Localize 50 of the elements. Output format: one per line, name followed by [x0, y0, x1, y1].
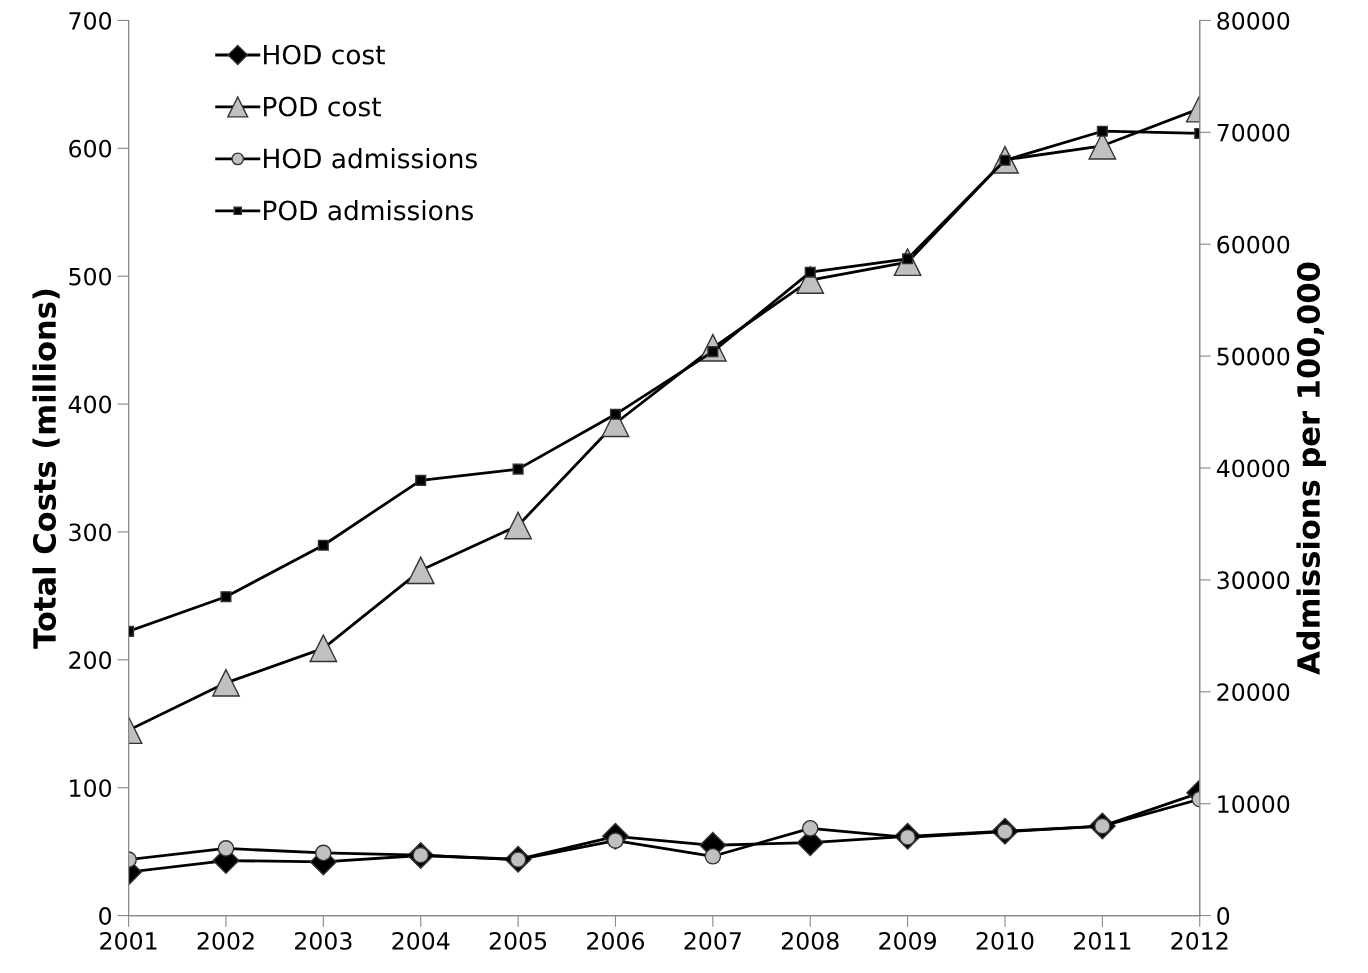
x-tick-label: 2001: [100, 931, 157, 950]
y-tick-label: 400: [68, 395, 112, 414]
y2-tick-label: 0: [1217, 907, 1230, 925]
point: [309, 634, 338, 663]
legend-label: HOD admissions: [264, 148, 477, 169]
y-axis-title: Total Costs (millions): [32, 289, 60, 649]
x-tick-label: 2012: [1171, 931, 1228, 950]
y2-tick-label: 30000: [1217, 571, 1290, 590]
y2-tick-label: 70000: [1217, 123, 1290, 142]
y-tick-label: 100: [70, 779, 112, 798]
x-tick-label: 2007: [684, 931, 741, 950]
point: [217, 840, 235, 857]
x-tick-label: 2002: [197, 931, 254, 950]
y2-tick-label: 20000: [1217, 683, 1290, 702]
x-tick-label: 2005: [489, 931, 547, 950]
legend-label: HOD cost: [264, 44, 385, 65]
point: [704, 847, 722, 865]
x-tick-label: 2010: [976, 931, 1034, 950]
y2-axis-title: Admissions per 100,000: [1296, 262, 1326, 675]
point: [804, 266, 816, 278]
y2-tick-label: 40000: [1216, 459, 1290, 478]
point: [220, 591, 232, 603]
point: [512, 463, 524, 475]
point: [609, 408, 622, 420]
x-tick-label: 2003: [295, 931, 352, 950]
legend-label: POD cost: [264, 96, 381, 117]
point: [315, 844, 332, 862]
x-tick-label: 2011: [1074, 931, 1131, 950]
point: [406, 556, 435, 585]
point: [415, 474, 427, 486]
point: [212, 668, 240, 697]
point: [504, 511, 532, 540]
y-tick-label: 700: [69, 11, 112, 30]
y2-tick-label: 10000: [1218, 795, 1290, 813]
x-tick-label: 2008: [781, 931, 839, 950]
y-tick-label: 200: [69, 651, 112, 670]
point: [801, 819, 819, 837]
y2-tick-label: 60000: [1217, 235, 1290, 254]
point: [317, 539, 329, 551]
y2-tick-label: 80000: [1217, 11, 1290, 30]
legend-label: POD admissions: [264, 199, 473, 221]
x-tick-label: 2006: [587, 931, 645, 950]
y-tick-label: 600: [69, 139, 112, 158]
y2-tick-label: 50000: [1217, 347, 1290, 366]
x-tick-label: 2004: [392, 931, 450, 950]
y-tick-label: 0: [99, 907, 112, 925]
y-tick-label: 500: [69, 267, 112, 286]
point: [1096, 125, 1108, 137]
y-tick-label: 300: [69, 523, 112, 542]
x-tick-label: 2009: [879, 931, 936, 950]
